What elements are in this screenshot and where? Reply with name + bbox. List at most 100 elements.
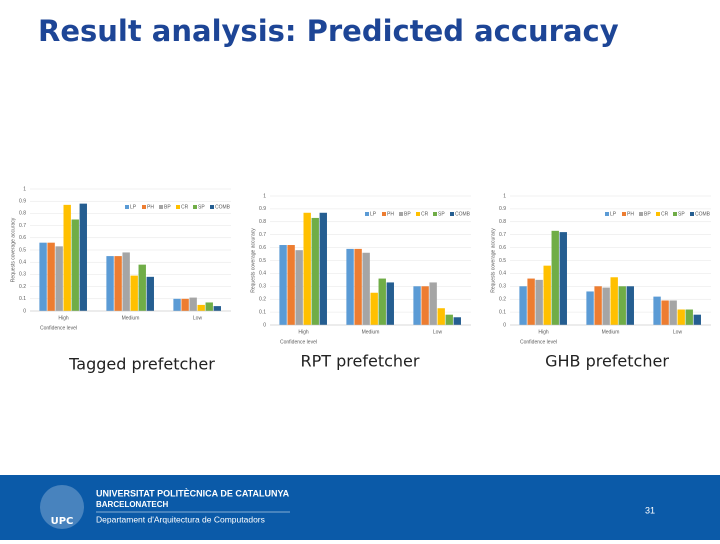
legend-label: LP — [610, 211, 617, 217]
legend-swatch — [125, 205, 129, 209]
y-tick-label: 0.9 — [19, 199, 26, 205]
legend-swatch — [605, 212, 609, 216]
legend-label: CR — [181, 204, 189, 210]
bar — [39, 242, 47, 311]
bar — [146, 276, 154, 311]
bar — [295, 250, 303, 325]
bar — [279, 245, 287, 325]
legend-swatch — [399, 212, 403, 216]
legend-swatch — [365, 212, 369, 216]
y-tick-label: 0.4 — [499, 271, 506, 277]
legend-swatch — [193, 205, 197, 209]
y-axis-label: Requests coverage accuracy — [250, 228, 256, 293]
bar — [386, 282, 394, 325]
bar — [79, 203, 87, 311]
legend-label: SP — [438, 211, 445, 217]
y-tick-label: 0.7 — [259, 232, 266, 238]
legend-swatch — [142, 205, 146, 209]
x-axis-label: Confidence level — [40, 325, 77, 331]
bar — [47, 242, 55, 311]
legend-swatch — [639, 212, 643, 216]
bar — [205, 302, 213, 311]
x-axis-label: Confidence level — [520, 339, 557, 345]
bar — [429, 282, 437, 325]
bar — [669, 300, 677, 325]
university: UNIVERSITAT POLITÈCNICA DE CATALUNYA — [96, 488, 290, 498]
logo-text: UPC — [51, 516, 74, 527]
y-tick-label: 1 — [503, 193, 506, 199]
legend-label: PH — [627, 211, 634, 217]
y-tick-label: 0.2 — [499, 297, 506, 303]
y-tick-label: 0.3 — [499, 284, 506, 290]
x-tick-label: High — [538, 329, 549, 335]
legend-swatch — [673, 212, 677, 216]
x-tick-label: High — [298, 329, 309, 335]
y-tick-label: 0.8 — [19, 211, 26, 217]
bar — [693, 314, 701, 325]
x-tick-label: Low — [433, 329, 443, 335]
x-tick-label: High — [58, 315, 69, 321]
caption: Tagged prefetcher — [68, 355, 215, 374]
page-number: 31 — [645, 505, 655, 515]
y-tick-label: 0.6 — [259, 245, 266, 251]
caption: RPT prefetcher — [301, 352, 420, 371]
x-axis-label: Confidence level — [280, 339, 317, 345]
legend-swatch — [656, 212, 660, 216]
y-tick-label: 0.4 — [19, 260, 26, 266]
bar — [181, 298, 189, 311]
department: Departament d'Arquitectura de Computador… — [96, 514, 265, 524]
legend-label: COMB — [455, 211, 471, 217]
legend-label: COMB — [695, 211, 711, 217]
bar — [106, 256, 114, 311]
legend-swatch — [450, 212, 454, 216]
y-tick-label: 0.5 — [259, 258, 266, 264]
bar — [55, 246, 63, 311]
legend-swatch — [176, 205, 180, 209]
bar — [653, 296, 661, 325]
y-tick-label: 0.1 — [259, 309, 266, 315]
bar — [173, 298, 181, 311]
legend-label: LP — [370, 211, 377, 217]
y-tick-label: 0.8 — [259, 219, 266, 225]
x-tick-label: Medium — [362, 329, 380, 335]
slide-title: Result analysis: Predicted accuracy — [38, 14, 619, 48]
legend-label: CR — [421, 211, 429, 217]
legend-label: PH — [147, 204, 154, 210]
y-tick-label: 0.5 — [499, 258, 506, 264]
bar — [287, 245, 295, 325]
legend-label: COMB — [215, 204, 231, 210]
bar — [213, 306, 221, 311]
y-tick-label: 0.9 — [259, 206, 266, 212]
bar — [346, 248, 354, 325]
legend-label: BP — [164, 204, 171, 210]
x-tick-label: Medium — [122, 315, 140, 321]
legend-label: CR — [661, 211, 669, 217]
bar — [311, 217, 319, 325]
y-tick-label: 0.6 — [499, 245, 506, 251]
legend-label: BP — [644, 211, 651, 217]
bar — [303, 212, 311, 325]
bar — [122, 252, 130, 311]
university-subtitle: BARCELONATECH — [96, 500, 169, 509]
bar — [189, 297, 197, 311]
y-tick-label: 0.6 — [19, 235, 26, 241]
bar — [319, 212, 327, 325]
legend-label: LP — [130, 204, 137, 210]
y-tick-label: 0.8 — [499, 219, 506, 225]
bar — [543, 265, 551, 325]
bar — [138, 264, 146, 311]
y-tick-label: 0 — [503, 322, 506, 328]
y-axis-label: Requests coverage accuracy — [10, 217, 16, 282]
bar — [354, 248, 362, 325]
bar — [445, 314, 453, 325]
bar — [626, 286, 634, 325]
bar — [586, 291, 594, 325]
legend-label: SP — [198, 204, 205, 210]
y-tick-label: 1 — [23, 186, 26, 192]
legend-swatch — [382, 212, 386, 216]
caption: GHB prefetcher — [545, 352, 669, 371]
bar — [63, 204, 71, 311]
y-tick-label: 0 — [263, 322, 266, 328]
